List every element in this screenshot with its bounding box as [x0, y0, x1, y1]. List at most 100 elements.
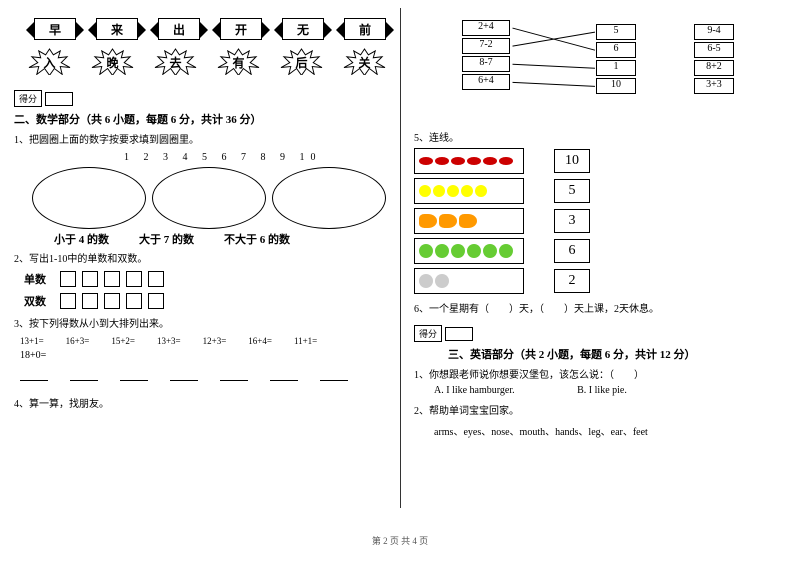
match-box: 6-5 [694, 42, 734, 58]
left-column: 早 来 出 开 无 前 入 晚 去 有 后 关 得分 二、数学部分（共 6 小题… [0, 0, 400, 530]
frog-icon [483, 244, 497, 258]
word-list: arms、eyes、nose、mouth、hands、leg、ear、feet [434, 423, 786, 438]
match-box: 9-4 [694, 24, 734, 40]
answer-box[interactable] [148, 293, 164, 309]
count-row: 5 [414, 178, 786, 204]
face-icon [435, 274, 449, 288]
score-row: 得分 [414, 325, 786, 342]
count-row: 3 [414, 208, 786, 234]
odd-row: 单数 [24, 271, 386, 287]
answer-box[interactable] [104, 271, 120, 287]
red-icon [499, 157, 513, 165]
face-icon [419, 274, 433, 288]
answer-box[interactable] [104, 293, 120, 309]
score-label: 得分 [14, 90, 42, 107]
blank[interactable] [170, 371, 198, 381]
ellipse-labels: 小于 4 的数 大于 7 的数 不大于 6 的数 [54, 231, 386, 247]
option-b: B. I like pie. [577, 385, 627, 396]
chick-icon [433, 185, 445, 197]
equation: 11+1= [294, 336, 317, 346]
question-1: 1、把圆圈上面的数字按要求填到圆圈里。 [14, 131, 386, 146]
number-list: 1 2 3 4 5 6 7 8 9 10 [124, 152, 386, 163]
ellipse-label: 不大于 6 的数 [224, 231, 290, 247]
red-icon [419, 157, 433, 165]
blank[interactable] [120, 371, 148, 381]
hen-icon [439, 214, 457, 228]
burst-item: 有 [217, 48, 260, 76]
match-box: 1 [596, 60, 636, 76]
match-box: 8+2 [694, 60, 734, 76]
blank[interactable] [270, 371, 298, 381]
answer-box[interactable] [60, 271, 76, 287]
item-box [414, 208, 524, 234]
question-5: 5、连线。 [414, 129, 786, 144]
match-box: 6+4 [462, 74, 510, 90]
hen-icon [459, 214, 477, 228]
item-box [414, 148, 524, 174]
page-footer: 第 2 页 共 4 页 [0, 530, 800, 547]
burst-item: 后 [280, 48, 323, 76]
answer-box[interactable] [60, 293, 76, 309]
red-icon [435, 157, 449, 165]
blank[interactable] [70, 371, 98, 381]
answer-box[interactable] [126, 271, 142, 287]
section-2-title: 二、数学部分（共 6 小题，每题 6 分，共计 36 分） [14, 111, 386, 127]
ellipse[interactable] [152, 167, 266, 229]
red-icon [451, 157, 465, 165]
frog-icon [419, 244, 433, 258]
hen-icon [419, 214, 437, 228]
option-a: A. I like hamburger. [434, 385, 515, 396]
match-col-right: 9-4 6-5 8+2 3+3 [694, 24, 734, 96]
frog-icon [435, 244, 449, 258]
count-row: 6 [414, 238, 786, 264]
ellipse-row [32, 167, 386, 229]
burst-item: 晚 [91, 48, 134, 76]
match-col-left: 2+4 7-2 8-7 6+4 [462, 20, 510, 92]
eng-q1: 1、你想跟老师说你想要汉堡包，该怎么说：（ ） [414, 366, 786, 381]
banner-item: 开 [220, 18, 262, 40]
red-icon [467, 157, 481, 165]
answer-box[interactable]: 10 [554, 149, 590, 173]
banner-item: 前 [344, 18, 386, 40]
red-icon [483, 157, 497, 165]
score-box[interactable] [45, 92, 73, 106]
blank[interactable] [20, 371, 48, 381]
frog-icon [451, 244, 465, 258]
banner-item: 无 [282, 18, 324, 40]
count-row: 10 [414, 148, 786, 174]
answer-box[interactable] [82, 293, 98, 309]
counting-area: 10 5 3 6 2 [414, 148, 786, 294]
match-box: 7-2 [462, 38, 510, 54]
answer-box[interactable] [82, 271, 98, 287]
ellipse[interactable] [272, 167, 386, 229]
right-column: 2+4 7-2 8-7 6+4 5 6 1 10 9-4 6-5 8+2 3+3… [400, 0, 800, 530]
ellipse[interactable] [32, 167, 146, 229]
match-box: 3+3 [694, 78, 734, 94]
chick-icon [461, 185, 473, 197]
answer-box[interactable]: 2 [554, 269, 590, 293]
answer-box[interactable]: 6 [554, 239, 590, 263]
answer-box[interactable] [148, 271, 164, 287]
frog-icon [499, 244, 513, 258]
frog-icon [467, 244, 481, 258]
answer-box[interactable] [126, 293, 142, 309]
options-row: A. I like hamburger. B. I like pie. [434, 385, 786, 396]
banner-item: 出 [158, 18, 200, 40]
odd-label: 单数 [24, 271, 54, 287]
match-area: 2+4 7-2 8-7 6+4 5 6 1 10 9-4 6-5 8+2 3+3 [414, 16, 786, 126]
item-box [414, 238, 524, 264]
blank[interactable] [220, 371, 248, 381]
equation: 16+4= [248, 336, 272, 346]
match-box: 5 [596, 24, 636, 40]
blank[interactable] [320, 371, 348, 381]
equation: 12+3= [203, 336, 227, 346]
score-box[interactable] [445, 327, 473, 341]
count-row: 2 [414, 268, 786, 294]
equation: 16+3= [66, 336, 90, 346]
answer-box[interactable]: 3 [554, 209, 590, 233]
banner-item: 来 [96, 18, 138, 40]
match-box: 8-7 [462, 56, 510, 72]
equation: 13+3= [157, 336, 181, 346]
answer-box[interactable]: 5 [554, 179, 590, 203]
banner-item: 早 [34, 18, 76, 40]
